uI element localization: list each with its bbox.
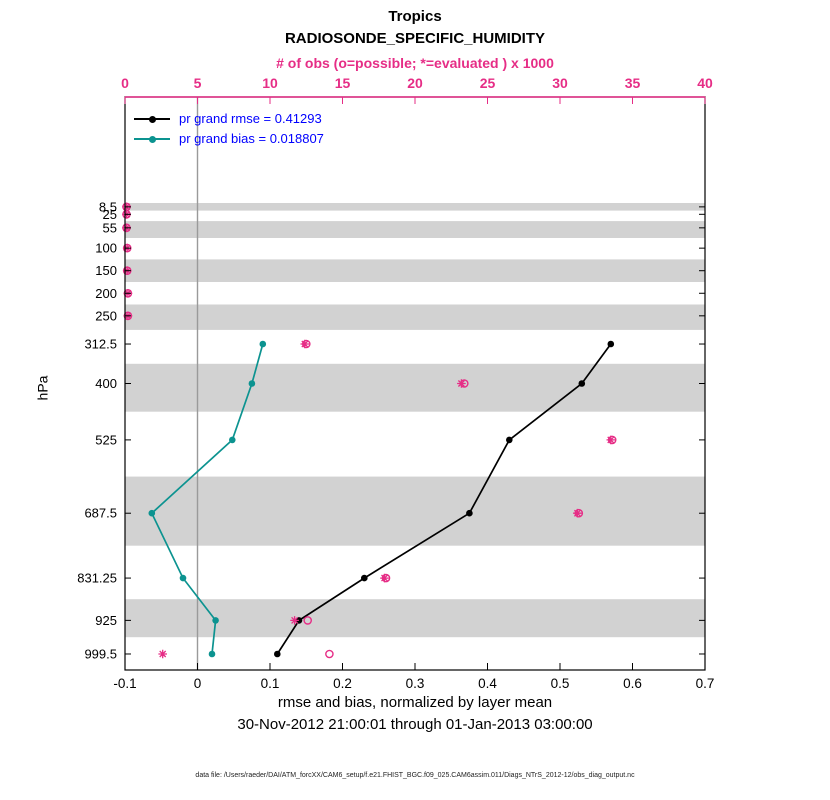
y-tick-label: 687.5 [84,506,117,521]
bias-point [248,380,256,387]
obs-evaluated-marker [290,616,299,625]
obs-evaluated-marker [158,649,167,659]
bias-point [212,617,219,624]
obs-evaluated-marker [573,508,582,518]
obs-axis-title: # of obs (o=possible; *=evaluated ) x 10… [276,55,554,71]
bias-sample-marker [149,135,156,143]
shaded-band [125,221,705,238]
y-tick-label: 525 [95,432,117,447]
x-bottom-tick-label: 0.6 [623,676,642,691]
bias-point [148,509,156,517]
x-top-tick-label: 40 [697,75,713,91]
legend: pr grand rmse = 0.41293 pr grand bias = … [134,110,324,147]
obs-evaluated-marker [606,435,615,445]
x-top-tick-label: 10 [262,75,278,91]
x-bottom-tick-label: 0.1 [261,676,280,691]
data-file-footnote: data file: /Users/raeder/DAI/ATM_forcXX/… [195,772,635,779]
y-tick-label: 150 [95,263,117,278]
y-axis-label: hPa [34,375,51,401]
y-tick-label: 55 [103,220,117,235]
bias-point [259,340,267,348]
legend-label-bias: pr grand bias = 0.018807 [179,131,324,146]
rmse-point [607,340,615,348]
rmse-point [506,436,513,444]
y-tick-label: 250 [95,308,117,323]
x-bottom-tick-label: 0.2 [333,676,352,691]
chart-region-title: Tropics [388,8,442,25]
bias-point [229,436,236,444]
legend-label-rmse: pr grand rmse = 0.41293 [179,111,322,126]
y-tick-label: 925 [95,613,117,628]
shaded-band [125,304,705,330]
rmse-point [466,509,473,517]
shaded-band [125,203,705,211]
x-bottom-tick-label: 0.3 [406,676,425,691]
x-top-tick-label: 15 [335,75,351,91]
rmse-point [274,650,281,658]
rmse-point [578,380,586,387]
shaded-band [125,259,705,282]
x-top-tick-label: 25 [480,75,496,91]
x-bottom-tick-label: 0.4 [478,676,497,691]
x-top-tick-label: 30 [552,75,568,91]
y-tick-label: 200 [95,286,117,301]
x-bottom-tick-label: 0.5 [551,676,570,691]
x-bottom-tick-label: -0.1 [113,676,136,691]
bias-point [179,574,187,582]
y-tick-label: 400 [95,376,117,391]
y-tick-label: 831.25 [77,571,117,586]
date-range-caption: 30-Nov-2012 21:00:01 through 01-Jan-2013… [237,716,593,733]
obs-possible-marker [303,616,313,625]
shaded-band [125,476,705,546]
chart-variable-title: RADIOSONDE_SPECIFIC_HUMIDITY [284,30,546,47]
shaded-band [125,599,705,638]
rmse-sample-marker [149,115,156,123]
bias-point [208,650,216,658]
x-bottom-tick-label: 0.7 [696,676,715,691]
obs-evaluated-marker [380,573,389,583]
y-tick-label: 312.5 [84,337,117,352]
bias-line-sample [134,134,170,144]
rmse-line-sample [134,114,170,124]
x-top-tick-label: 35 [625,75,641,91]
x-top-tick-label: 5 [194,75,202,91]
obs-evaluated-marker [300,339,310,349]
obs-possible-marker [325,649,334,659]
obs-evaluated-marker [457,379,466,388]
x-bottom-tick-label: 0 [194,676,202,691]
y-tick-label: 999.5 [84,646,117,661]
x-top-tick-label: 0 [121,75,129,91]
x-top-tick-label: 20 [407,75,423,91]
shaded-band [125,363,705,412]
y-tick-label: 25 [103,207,117,222]
x-axis-label: rmse and bias, normalized by layer mean [277,694,553,711]
legend-item-rmse: pr grand rmse = 0.41293 [134,110,324,127]
y-tick-label: 8.5 [99,199,117,214]
rmse-point [361,574,368,582]
y-tick-label: 100 [95,241,117,256]
legend-item-bias: pr grand bias = 0.018807 [134,130,324,147]
rmse-point [295,617,303,624]
